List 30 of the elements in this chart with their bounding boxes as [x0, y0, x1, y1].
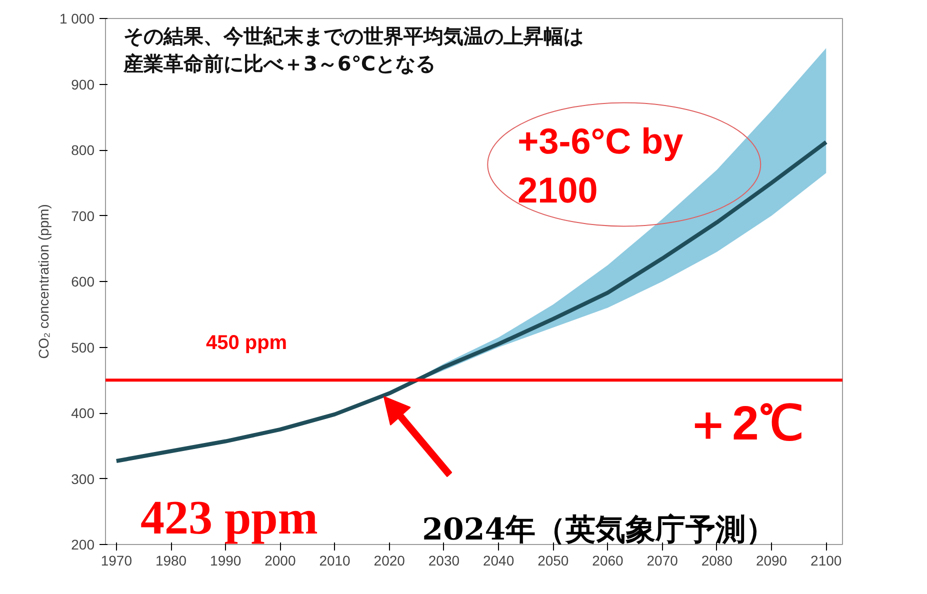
x-tick-label: 2010	[319, 552, 351, 568]
x-tick-label: 1970	[100, 552, 132, 568]
x-tick-label: 2040	[482, 552, 514, 568]
y-tick-label: 1 000	[59, 10, 95, 26]
x-tick-label: 2020	[374, 552, 406, 568]
annotation: +3-6°C by 2100	[518, 120, 684, 211]
x-tick-label: 2030	[428, 552, 460, 568]
x-tick-label: 2080	[701, 552, 733, 568]
chart-title: その結果、今世紀末までの世界平均気温の上昇幅は	[124, 24, 584, 48]
y-tick-label: 500	[71, 339, 95, 356]
y-tick-label: 600	[71, 274, 95, 290]
x-tick-label: 2100	[810, 552, 842, 568]
x-tick-label: 2050	[538, 552, 569, 568]
text: 産業革命前に比べ＋3～6℃となる	[122, 51, 436, 76]
x-tick-label: 2070	[646, 552, 678, 568]
x-tick-label: 1990	[210, 552, 242, 568]
ref-line-label: 450 ppm	[206, 332, 288, 354]
x-tick-label: 1980	[155, 552, 187, 568]
y-tick-label: 300	[71, 470, 95, 487]
y-tick-label: 900	[71, 76, 95, 92]
y-tick-label: 800	[71, 142, 95, 158]
annotation: 423 ppm	[140, 492, 318, 545]
y-tick-label: 400	[71, 405, 95, 421]
x-tick-label: 2060	[592, 552, 624, 568]
y-axis-title: CO₂ concentration (ppm)	[35, 204, 52, 359]
annotation: ＋2℃	[684, 398, 803, 451]
x-tick-label: 2090	[756, 552, 788, 568]
y-tick-label: 700	[71, 208, 95, 224]
y-tick-label: 200	[71, 536, 95, 552]
x-tick-label: 2000	[264, 552, 296, 568]
